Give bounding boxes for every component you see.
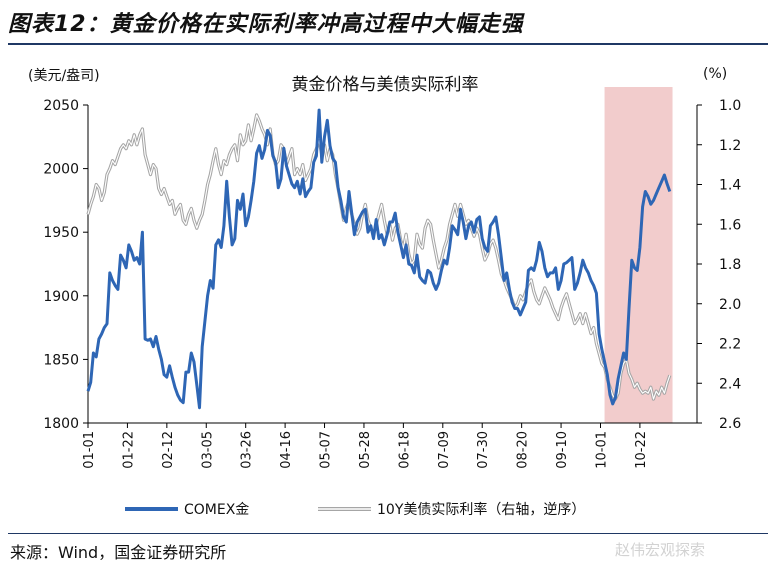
legend-label-comex: COMEX金 — [184, 502, 249, 518]
y-right-tick-label: 1.4 — [719, 178, 741, 194]
x-tick-label: 07-30 — [476, 431, 491, 469]
x-tick-label: 08-20 — [516, 431, 531, 469]
x-tick-label: 10-22 — [634, 431, 649, 469]
y-left-axis: 1800 1850 1900 1950 2000 2050 — [43, 98, 88, 432]
series-line-real-rate-inner — [87, 114, 671, 400]
y-right-tick-label: 2.0 — [719, 297, 741, 313]
x-tick-label: 10-01 — [594, 431, 609, 469]
x-tick-label: 04-16 — [279, 431, 294, 469]
y-right-tick-label: 1.6 — [719, 217, 741, 233]
y-right-tick-label: 2.6 — [719, 416, 741, 432]
x-tick-label: 03-26 — [240, 431, 255, 469]
title-rule — [8, 43, 768, 45]
figure-title: 图表12：黄金价格在实际利率冲高过程中大幅走强 — [8, 12, 524, 37]
y-right-tick-label: 2.2 — [719, 337, 741, 353]
x-tick-label: 07-09 — [437, 431, 452, 469]
y-left-tick-label: 1850 — [43, 352, 79, 368]
chart-title: 黄金价格与美债实际利率 — [292, 75, 479, 95]
x-tick-label: 05-07 — [319, 431, 334, 469]
series-layer — [86, 108, 672, 410]
y-right-axis: 1.0 1.2 1.4 1.6 1.8 2.0 2.2 2.4 2.6 — [697, 98, 741, 432]
y-left-tick-label: 2050 — [43, 98, 79, 114]
legend-label-real-rate: 10Y美债实际利率（右轴，逆序） — [377, 501, 585, 518]
right-axis-unit: (%) — [703, 66, 727, 82]
y-right-tick-label: 2.4 — [719, 376, 741, 392]
y-left-tick-label: 1900 — [43, 289, 79, 305]
x-tick-label: 01-01 — [82, 431, 97, 469]
series-line-comex-gold — [86, 108, 672, 410]
x-tick-label: 01-22 — [121, 431, 136, 469]
x-axis: 01-01 01-22 02-12 03-05 03-26 04-16 05-07 05-28… — [82, 423, 649, 469]
y-right-tick-label: 1.2 — [719, 138, 741, 154]
y-left-tick-label: 1950 — [43, 225, 79, 241]
watermark: 赵伟宏观探索 — [615, 541, 706, 559]
x-tick-label: 05-28 — [358, 431, 373, 469]
x-tick-label: 09-10 — [555, 431, 570, 469]
y-left-tick-label: 2000 — [43, 162, 79, 178]
y-left-tick-label: 1800 — [43, 416, 79, 432]
source-rule — [8, 533, 768, 534]
left-axis-unit: (美元/盎司) — [28, 68, 100, 84]
x-tick-label: 02-12 — [161, 431, 176, 469]
y-right-tick-label: 1.8 — [719, 257, 741, 273]
source-note: 来源：Wind，国金证券研究所 — [10, 543, 227, 562]
y-right-tick-label: 1.0 — [719, 98, 741, 114]
series-line-real-rate — [86, 113, 672, 401]
x-tick-label: 06-18 — [397, 431, 412, 469]
x-tick-label: 03-05 — [200, 431, 215, 469]
legend: COMEX金 10Y美债实际利率（右轴，逆序） — [125, 501, 585, 518]
chart-area: 1800 1850 1900 1950 2000 2050 1.0 1.2 1.4 1.6 1.8… — [28, 66, 741, 518]
